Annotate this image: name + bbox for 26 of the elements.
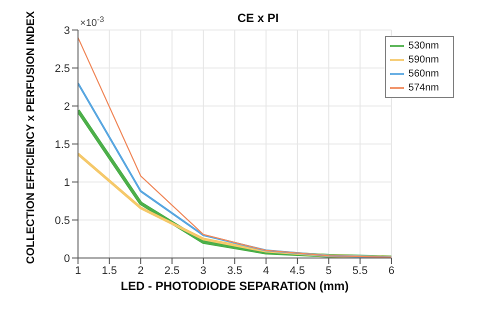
- x-tick-label: 4: [262, 264, 270, 277]
- x-tick-label: 3: [200, 264, 206, 277]
- x-tick-label: 1: [74, 264, 82, 277]
- text: ×10$^{-3}$: [80, 14, 105, 29]
- x-tick-label: 6: [388, 264, 394, 277]
- x-tick-label: 2: [138, 264, 144, 277]
- y-tick-label: 1.5: [54, 138, 70, 151]
- y-tick-label: 1: [64, 176, 70, 189]
- legend-label: 590nm: [408, 54, 439, 66]
- x-tick-label: 1.5: [102, 264, 117, 277]
- x-tick-label: 5: [326, 264, 332, 277]
- y-tick-label: 2: [64, 100, 70, 113]
- y-axis-title: COLLECTION EFFICIENCY x PERFUSION INDEX: [24, 10, 37, 264]
- y-tick-label: 0: [64, 252, 70, 265]
- x-axis-title: LED - PHOTODIODE SEPARATION (mm): [120, 279, 349, 293]
- y-tick-label: 2.5: [54, 62, 70, 75]
- y-tick-label: 0.5: [54, 214, 70, 227]
- y-tick-label: 3: [64, 24, 70, 37]
- legend-label: 560nm: [408, 68, 439, 80]
- x-tick-label: 4.5: [290, 264, 306, 277]
- x-tick-label: 5.5: [352, 264, 368, 277]
- legend-label: 530nm: [408, 40, 439, 52]
- x-tick-label: 3.5: [227, 264, 242, 277]
- legend-label: 574nm: [408, 82, 439, 94]
- chart-title: CE x PI: [237, 11, 279, 25]
- x-tick-label: 2.5: [164, 264, 180, 277]
